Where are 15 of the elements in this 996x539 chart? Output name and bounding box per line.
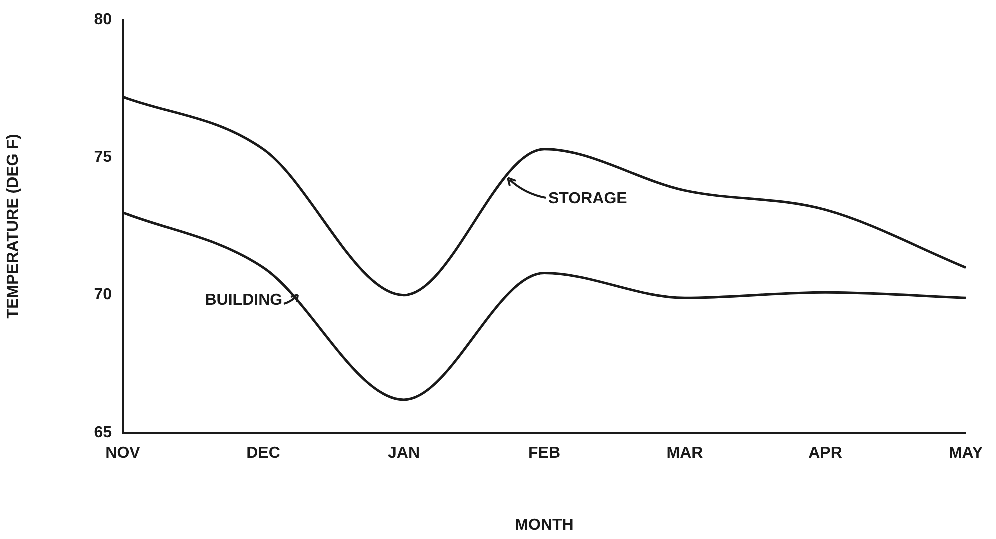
y-tick-label: 65 (94, 424, 112, 442)
series-label: BUILDING (205, 292, 283, 310)
y-tick-label: 80 (94, 11, 112, 28)
legend-label: STORAGE (548, 190, 628, 208)
y-axis-title: TEMPERATURE (DEG F) (5, 134, 22, 319)
x-tick-label: JAN (388, 445, 420, 462)
x-axis-title: MONTH (515, 516, 574, 534)
x-tick-label: FEB (528, 445, 560, 462)
x-tick-label: MAR (666, 445, 704, 462)
x-tick-label: MAY (948, 445, 984, 462)
x-tick-label: DEC (246, 445, 281, 462)
y-tick-label: 70 (94, 286, 112, 304)
x-tick-label: NOV (106, 445, 141, 462)
y-tick-label: 75 (94, 149, 112, 166)
x-tick-label: APR (808, 445, 843, 462)
